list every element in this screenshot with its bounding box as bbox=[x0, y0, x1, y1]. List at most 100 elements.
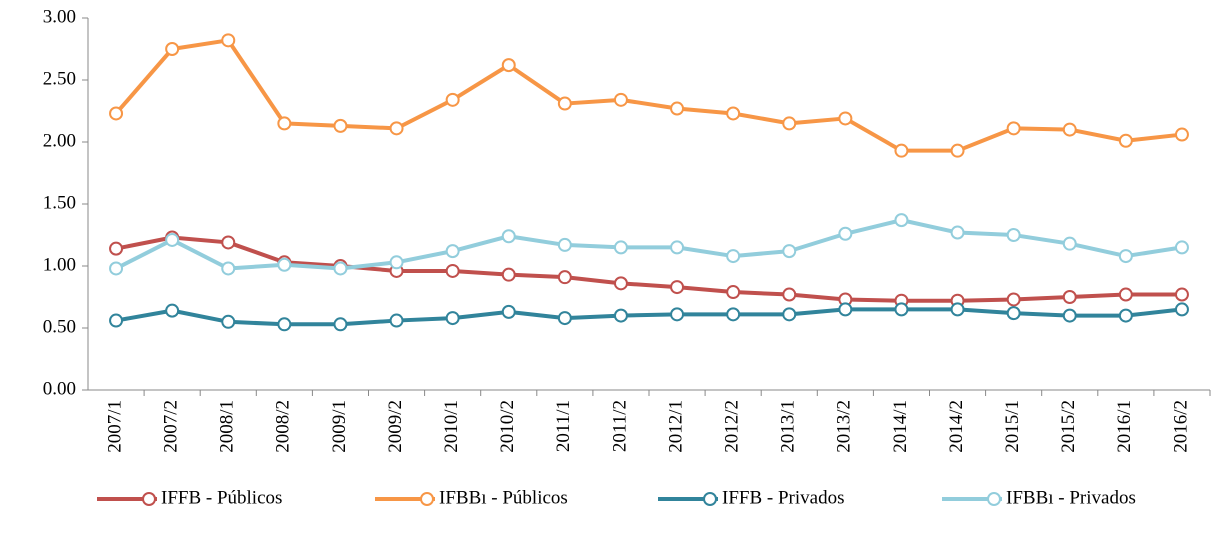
data-point bbox=[1174, 127, 1189, 142]
data-point bbox=[501, 304, 516, 319]
x-tick-label: 2016/2 bbox=[1170, 400, 1191, 453]
data-point bbox=[726, 106, 741, 121]
data-point bbox=[333, 261, 348, 276]
legend-label: IFFB - Privados bbox=[722, 487, 844, 508]
data-point bbox=[726, 307, 741, 322]
data-point bbox=[950, 302, 965, 317]
series-line bbox=[115, 218, 1183, 271]
data-point bbox=[221, 261, 236, 276]
data-point bbox=[445, 263, 460, 278]
data-point bbox=[221, 235, 236, 250]
x-tick-label: 2007/1 bbox=[104, 400, 125, 453]
data-point bbox=[1062, 236, 1077, 251]
data-point bbox=[109, 106, 124, 121]
x-tick-label: 2013/1 bbox=[778, 400, 799, 453]
data-point bbox=[613, 92, 628, 107]
data-point bbox=[670, 280, 685, 295]
x-tick-label: 2014/2 bbox=[946, 400, 967, 453]
x-tick-label: 2008/1 bbox=[217, 400, 238, 453]
data-point bbox=[894, 302, 909, 317]
legend-label: IFBBı - Privados bbox=[1006, 487, 1136, 508]
data-point bbox=[501, 58, 516, 73]
data-point bbox=[501, 229, 516, 244]
x-tick-label: 2015/2 bbox=[1058, 400, 1079, 453]
data-point bbox=[1006, 121, 1021, 136]
data-point bbox=[1062, 308, 1077, 323]
data-point bbox=[389, 313, 404, 328]
data-point bbox=[557, 270, 572, 285]
data-point bbox=[1174, 240, 1189, 255]
x-tick-label: 2010/2 bbox=[497, 400, 518, 453]
y-tick-label: 2.50 bbox=[43, 68, 76, 89]
y-tick-label: 1.00 bbox=[43, 254, 76, 275]
data-point bbox=[165, 42, 180, 56]
legend-label: IFFB - Públicos bbox=[161, 487, 282, 508]
x-tick-label: 2013/2 bbox=[834, 400, 855, 453]
y-tick-label: 3.00 bbox=[43, 6, 76, 27]
data-point bbox=[782, 244, 797, 259]
data-point bbox=[277, 257, 292, 272]
data-point bbox=[613, 240, 628, 255]
y-tick-label: 0.00 bbox=[43, 378, 76, 399]
legend-marker bbox=[142, 492, 156, 506]
x-tick-label: 2012/1 bbox=[665, 400, 686, 453]
data-point bbox=[1118, 287, 1133, 302]
data-point bbox=[1118, 249, 1133, 264]
data-point bbox=[109, 313, 124, 328]
data-point bbox=[838, 111, 853, 126]
data-point bbox=[670, 101, 685, 116]
x-tick-label: 2012/2 bbox=[722, 400, 743, 453]
data-point bbox=[726, 249, 741, 264]
data-point bbox=[950, 143, 965, 158]
data-point bbox=[782, 307, 797, 322]
data-point bbox=[557, 237, 572, 252]
y-tick-label: 1.50 bbox=[43, 192, 76, 213]
data-point bbox=[782, 287, 797, 302]
y-tick-label: 2.00 bbox=[43, 130, 76, 151]
data-point bbox=[1118, 308, 1133, 323]
data-point bbox=[894, 213, 909, 228]
data-point bbox=[277, 317, 292, 332]
x-tick-label: 2010/1 bbox=[441, 400, 462, 453]
x-tick-label: 2016/1 bbox=[1114, 400, 1135, 453]
data-point bbox=[670, 307, 685, 322]
legend-label: IFBBı - Públicos bbox=[439, 487, 568, 508]
data-point bbox=[557, 311, 572, 326]
data-point bbox=[501, 267, 516, 282]
data-point bbox=[613, 308, 628, 323]
x-tick-label: 2007/2 bbox=[161, 400, 182, 453]
data-point bbox=[1006, 228, 1021, 242]
x-tick-label: 2009/1 bbox=[329, 400, 350, 453]
data-point bbox=[1174, 287, 1189, 302]
data-point bbox=[277, 116, 292, 131]
data-point bbox=[333, 317, 348, 332]
data-point bbox=[838, 302, 853, 317]
data-point bbox=[221, 314, 236, 329]
data-point bbox=[1006, 292, 1021, 307]
data-point bbox=[333, 118, 348, 133]
data-point bbox=[109, 261, 124, 276]
data-point bbox=[670, 240, 685, 255]
data-point bbox=[389, 121, 404, 136]
data-point bbox=[221, 33, 236, 48]
data-point bbox=[1118, 133, 1133, 148]
data-point bbox=[557, 96, 572, 111]
x-tick-label: 2011/2 bbox=[609, 400, 630, 452]
data-point bbox=[782, 116, 797, 131]
series-line bbox=[115, 307, 1183, 327]
x-tick-label: 2014/1 bbox=[890, 400, 911, 453]
series-line bbox=[114, 38, 1183, 153]
data-point bbox=[894, 143, 909, 158]
x-tick-label: 2009/2 bbox=[385, 400, 406, 453]
data-point bbox=[445, 244, 460, 259]
data-point bbox=[445, 92, 460, 107]
data-point bbox=[726, 285, 741, 300]
data-point bbox=[1062, 290, 1077, 304]
data-point bbox=[389, 255, 404, 270]
data-point bbox=[1062, 122, 1077, 137]
data-point bbox=[1174, 302, 1189, 317]
data-point bbox=[445, 311, 460, 326]
x-tick-label: 2008/2 bbox=[273, 400, 294, 453]
